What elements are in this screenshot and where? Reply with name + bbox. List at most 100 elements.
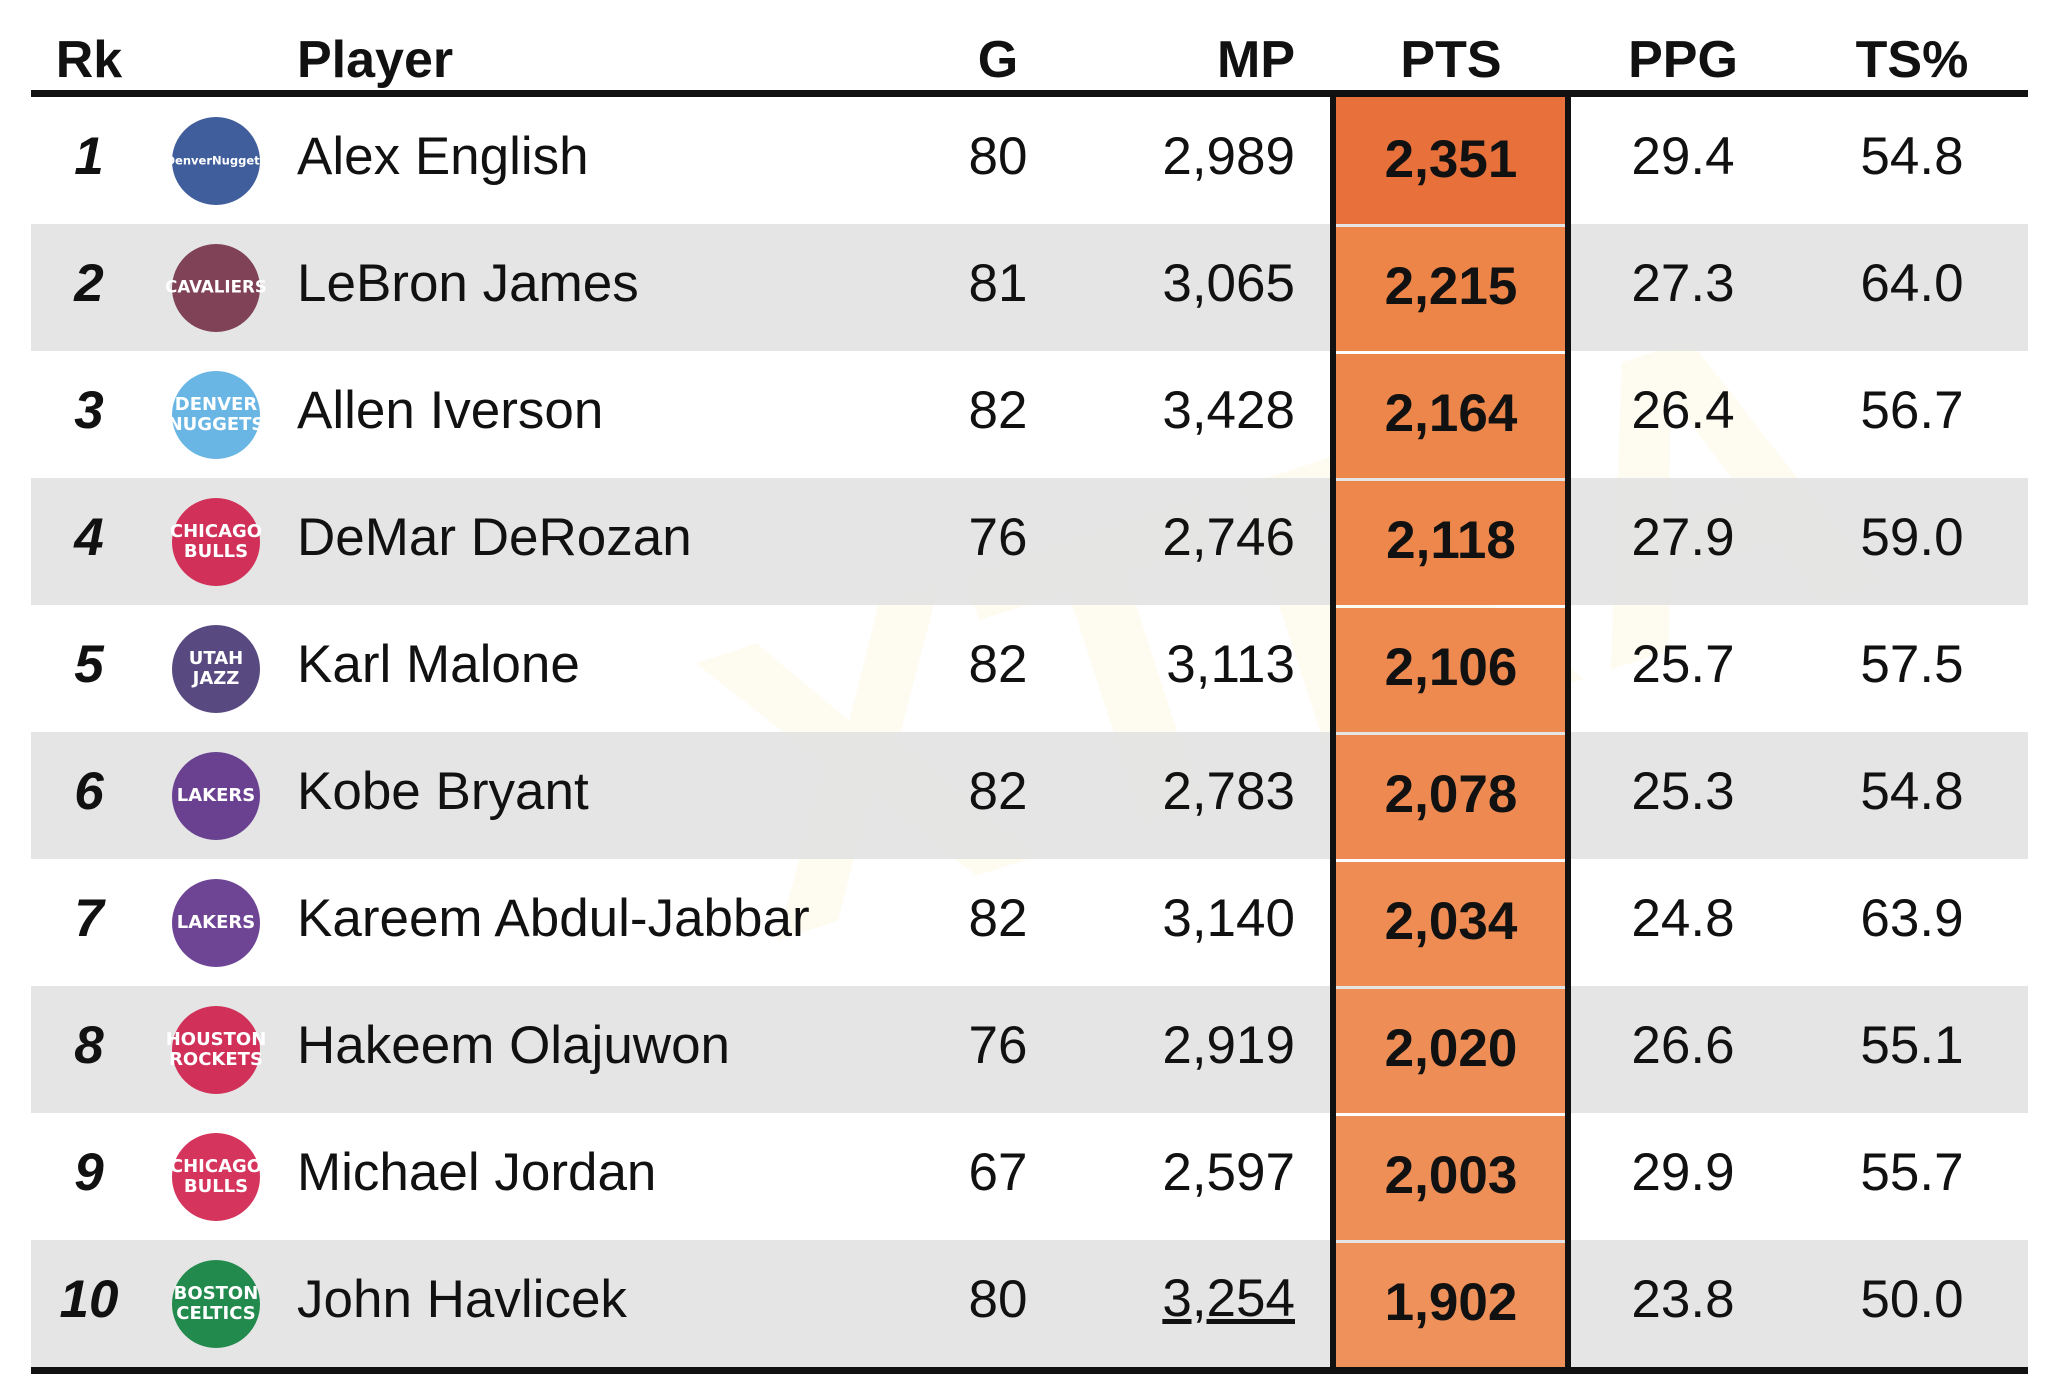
ts-pct: 50.0 xyxy=(1860,1270,1964,1329)
logo-badge xyxy=(172,243,260,332)
row-background xyxy=(31,986,2028,1113)
logo-text: BULLS xyxy=(184,541,248,562)
minutes: 2,597 xyxy=(1162,1143,1295,1202)
ts-pct: 55.1 xyxy=(1860,1016,1964,1075)
logo-text: LAKERS xyxy=(177,912,255,933)
pts-border xyxy=(1330,91,1336,1367)
player-name: Kareem Abdul-Jabbar xyxy=(297,889,810,948)
row-background xyxy=(31,224,2028,351)
rank: 6 xyxy=(74,762,104,821)
games: 67 xyxy=(968,1143,1028,1202)
logo-badge xyxy=(172,370,260,459)
minutes: 3,254 xyxy=(1162,1269,1295,1328)
logo-text: NUGGETS xyxy=(168,414,265,435)
logo-text: JAZZ xyxy=(191,668,240,689)
rank: 10 xyxy=(59,1270,119,1329)
logo-badge xyxy=(172,1259,260,1348)
games: 80 xyxy=(968,127,1028,186)
rank: 8 xyxy=(74,1016,104,1075)
minutes: 2,783 xyxy=(1162,762,1295,821)
pts-cell xyxy=(1336,989,1565,1113)
team-logo: CAVALIERS xyxy=(165,243,267,332)
team-logo: LAKERS xyxy=(172,751,260,840)
ppg: 29.9 xyxy=(1631,1143,1735,1202)
ppg: 25.7 xyxy=(1631,635,1735,694)
pts-cell xyxy=(1336,862,1565,986)
team-logo: LAKERS xyxy=(172,878,260,967)
pts-cell xyxy=(1336,97,1565,224)
logo-text: BULLS xyxy=(184,1176,248,1197)
column-header: MP xyxy=(1217,31,1295,89)
minutes: 3,065 xyxy=(1162,254,1295,313)
row-background xyxy=(31,732,2028,859)
points: 2,351 xyxy=(1384,130,1518,189)
column-header: PPG xyxy=(1628,31,1738,89)
logo-text: CAVALIERS xyxy=(165,277,267,296)
logo-text: CELTICS xyxy=(176,1303,255,1324)
row-background xyxy=(31,478,2028,605)
ppg: 26.4 xyxy=(1631,381,1735,440)
player-name: Hakeem Olajuwon xyxy=(297,1016,731,1075)
logo-badge xyxy=(172,497,260,586)
logo-badge xyxy=(172,1132,260,1221)
pts-cell xyxy=(1336,1116,1565,1240)
rank: 1 xyxy=(74,127,104,186)
logo-text: DenverNuggets xyxy=(165,153,266,167)
rank: 9 xyxy=(74,1143,104,1202)
minutes: 2,919 xyxy=(1162,1016,1295,1075)
header-rule xyxy=(31,90,2028,97)
ppg: 25.3 xyxy=(1631,762,1735,821)
minutes: 2,989 xyxy=(1162,127,1295,186)
logo-text: HOUSTON xyxy=(166,1029,267,1050)
row-background xyxy=(31,1240,2028,1367)
rank: 4 xyxy=(74,508,104,567)
points: 2,164 xyxy=(1384,384,1518,443)
player-name: Allen Iverson xyxy=(297,381,604,440)
rank: 2 xyxy=(74,254,104,313)
pts-cell xyxy=(1336,608,1565,732)
player-name: Alex English xyxy=(297,127,589,186)
player-name: LeBron James xyxy=(297,254,639,313)
ppg: 27.9 xyxy=(1631,508,1735,567)
logo-text: CHICAGO xyxy=(170,521,262,542)
rank: 3 xyxy=(74,381,104,440)
points: 2,106 xyxy=(1384,638,1518,697)
minutes: 3,428 xyxy=(1162,381,1295,440)
pts-cell xyxy=(1336,481,1565,605)
points: 2,003 xyxy=(1384,1146,1518,1205)
column-header: TS% xyxy=(1855,31,1969,89)
logo-text: LAKERS xyxy=(177,785,255,806)
games: 82 xyxy=(968,762,1028,821)
points: 2,215 xyxy=(1384,257,1518,316)
ts-pct: 54.8 xyxy=(1860,127,1964,186)
ts-pct: 56.7 xyxy=(1860,381,1964,440)
points: 2,118 xyxy=(1386,511,1516,570)
logo-badge xyxy=(172,624,260,713)
points: 2,078 xyxy=(1384,765,1518,824)
bottom-rule xyxy=(31,1367,2028,1374)
ppg: 29.4 xyxy=(1631,127,1735,186)
games: 76 xyxy=(968,1016,1028,1075)
ppg: 24.8 xyxy=(1631,889,1735,948)
logo-badge xyxy=(172,116,260,205)
ts-pct: 64.0 xyxy=(1860,254,1964,313)
pts-cell xyxy=(1336,354,1565,478)
games: 81 xyxy=(968,254,1028,313)
ts-pct: 55.7 xyxy=(1860,1143,1964,1202)
games: 82 xyxy=(968,635,1028,694)
ts-pct: 63.9 xyxy=(1860,889,1964,948)
games: 82 xyxy=(968,889,1028,948)
player-name: John Havlicek xyxy=(297,1270,627,1329)
games: 82 xyxy=(968,381,1028,440)
logo-text: UTAH xyxy=(189,648,244,669)
ppg: 27.3 xyxy=(1631,254,1735,313)
pts-cell xyxy=(1336,735,1565,859)
points: 2,034 xyxy=(1384,892,1518,951)
team-logo: DenverNuggets xyxy=(165,116,267,205)
games: 80 xyxy=(968,1270,1028,1329)
